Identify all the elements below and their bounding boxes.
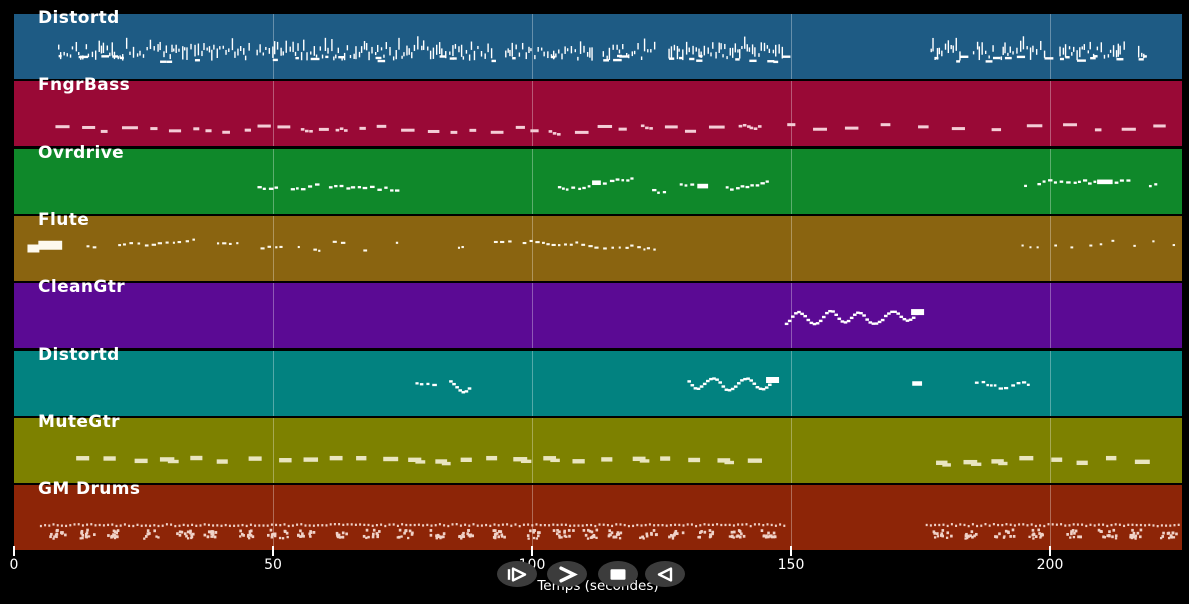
axis-tick [531, 546, 533, 556]
axis-tick-label: 0 [9, 557, 19, 573]
track-notes [39, 485, 1180, 551]
track-notes [58, 14, 1147, 79]
play-icon [507, 566, 527, 582]
axis-tick-label: 150 [777, 557, 805, 573]
play-button[interactable] [497, 561, 537, 587]
track-lane-cleangtr: CleanGtr [14, 277, 1182, 349]
track-lane-ovrdrive: Ovrdrive [14, 143, 1182, 214]
track-lane-distortd: Distortd [14, 8, 1182, 79]
track-lane-flute: Flute [14, 210, 1182, 281]
track-notes [76, 417, 1150, 483]
track-label: Distortd [38, 344, 120, 365]
track-notes [273, 283, 1051, 349]
track-notes [55, 81, 1166, 147]
track-label: FngrBass [38, 75, 131, 96]
track-label: Ovrdrive [38, 142, 125, 163]
axis-tick [790, 546, 792, 556]
rewind-button[interactable] [645, 561, 685, 587]
track-label: Flute [38, 209, 90, 230]
track-notes [273, 350, 1051, 416]
track-label: CleanGtr [38, 277, 126, 298]
stop-icon [610, 568, 626, 580]
track-lane-fngrbass: FngrBass [14, 75, 1182, 147]
axis-tick-label: 200 [1036, 557, 1064, 573]
track-label: Distortd [38, 8, 120, 28]
track-notes [27, 215, 1176, 281]
track-notes [257, 148, 1158, 214]
rewind-icon [657, 566, 673, 582]
track-label: GM Drums [38, 479, 141, 500]
axis-tick [1049, 546, 1051, 556]
track-lane-gm-drums: GM Drums [14, 479, 1182, 551]
track-lane-mutegtr: MuteGtr [14, 412, 1182, 483]
fast-forward-icon [559, 566, 578, 582]
track-lane-distortd: Distortd [14, 345, 1182, 416]
track-label: MuteGtr [38, 411, 120, 432]
axis-tick [272, 546, 274, 556]
axis-tick [13, 546, 15, 556]
fast-forward-button[interactable] [547, 561, 587, 587]
stop-button[interactable] [598, 561, 638, 587]
axis-tick-label: 50 [264, 557, 282, 573]
